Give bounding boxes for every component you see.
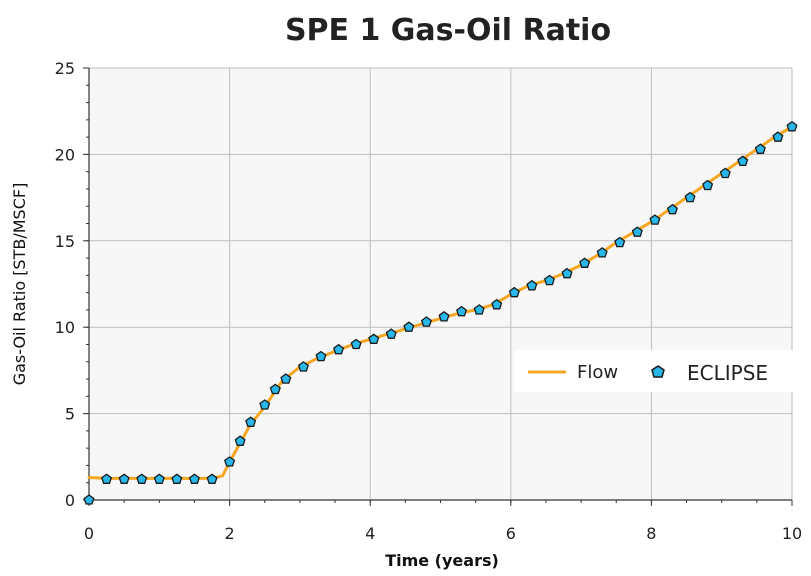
eclipse-data-point xyxy=(171,473,183,484)
series-markers xyxy=(83,121,798,505)
x-axis-label: Time (years) xyxy=(385,551,499,570)
legend-flow-label: Flow xyxy=(577,362,618,383)
eclipse-data-point xyxy=(83,494,95,505)
eclipse-data-point xyxy=(684,191,696,203)
eclipse-data-point xyxy=(118,473,130,484)
y-tick-label: 25 xyxy=(55,59,75,78)
eclipse-data-point xyxy=(101,473,113,484)
legend-eclipse-label: ECLIPSE xyxy=(687,361,768,385)
plot-area xyxy=(89,68,792,500)
x-tick-label: 10 xyxy=(782,524,802,543)
grid-lines xyxy=(89,67,793,500)
x-axis-ticks: 0 2 4 6 8 10 xyxy=(84,500,802,543)
eclipse-data-point xyxy=(666,203,678,215)
y-axis-label: Gas-Oil Ratio [STB/MSCF] xyxy=(10,183,29,386)
x-tick-label: 2 xyxy=(225,524,235,543)
eclipse-data-point xyxy=(438,310,450,322)
eclipse-data-point xyxy=(508,286,520,298)
eclipse-data-point xyxy=(385,328,397,339)
legend: Flow ECLIPSE xyxy=(514,350,808,392)
x-tick-label: 8 xyxy=(646,524,656,543)
eclipse-data-point xyxy=(368,333,380,344)
eclipse-data-point xyxy=(631,226,643,237)
eclipse-data-point xyxy=(786,121,798,132)
eclipse-data-point xyxy=(245,416,257,427)
eclipse-data-point xyxy=(473,304,485,315)
eclipse-data-point xyxy=(206,473,218,484)
eclipse-data-point xyxy=(772,131,784,142)
y-tick-label: 5 xyxy=(65,405,75,424)
eclipse-data-point xyxy=(543,274,555,286)
eclipse-data-point xyxy=(649,214,661,225)
eclipse-data-point xyxy=(269,383,281,395)
legend-eclipse-swatch xyxy=(651,365,665,378)
eclipse-data-point xyxy=(315,350,327,362)
eclipse-data-point xyxy=(403,321,415,332)
y-axis-ticks: 0 5 10 15 20 25 xyxy=(55,59,89,510)
eclipse-data-point xyxy=(491,298,503,310)
y-tick-label: 20 xyxy=(55,145,75,164)
eclipse-data-point xyxy=(737,155,749,167)
y-tick-label: 15 xyxy=(55,232,75,251)
eclipse-data-point xyxy=(224,456,236,467)
eclipse-data-point xyxy=(420,316,432,327)
eclipse-data-point xyxy=(188,473,200,484)
x-tick-label: 6 xyxy=(506,524,516,543)
eclipse-data-point xyxy=(259,399,271,410)
eclipse-data-point xyxy=(719,167,731,179)
eclipse-data-point xyxy=(234,435,246,446)
x-tick-label: 4 xyxy=(365,524,375,543)
chart-title: SPE 1 Gas-Oil Ratio xyxy=(285,13,611,48)
eclipse-data-point xyxy=(350,338,362,350)
x-tick-label: 0 xyxy=(84,524,94,543)
eclipse-data-point xyxy=(153,473,165,484)
eclipse-data-point xyxy=(280,373,292,384)
eclipse-data-point xyxy=(596,247,608,258)
eclipse-data-point xyxy=(526,279,538,291)
eclipse-data-point xyxy=(333,343,345,355)
eclipse-data-point xyxy=(297,361,309,372)
y-tick-label: 0 xyxy=(65,491,75,510)
eclipse-data-point xyxy=(136,473,148,484)
eclipse-data-point xyxy=(456,305,468,317)
y-tick-label: 10 xyxy=(55,318,75,337)
eclipse-data-point xyxy=(614,236,626,248)
eclipse-data-point xyxy=(702,179,714,191)
eclipse-data-point xyxy=(579,257,591,268)
eclipse-data-point xyxy=(561,267,573,279)
eclipse-data-point xyxy=(754,143,766,154)
